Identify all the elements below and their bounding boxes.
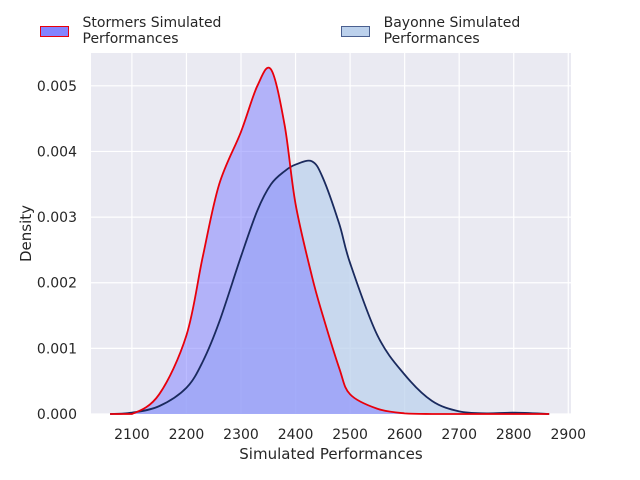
x-tick-label: 2500 bbox=[332, 427, 368, 443]
series-line-bayonne bbox=[110, 159, 550, 415]
x-tick-label: 2100 bbox=[114, 427, 150, 443]
y-tick-label: 0.002 bbox=[37, 276, 77, 292]
series-line-stormers bbox=[110, 66, 550, 415]
x-tick-label: 2300 bbox=[223, 427, 259, 443]
x-tick-label: 2600 bbox=[387, 427, 423, 443]
x-tick-label: 2700 bbox=[441, 427, 477, 443]
legend-swatch-stormers bbox=[40, 25, 69, 37]
y-tick-label: 0.000 bbox=[37, 407, 77, 423]
y-tick-label: 0.004 bbox=[37, 144, 77, 160]
legend-label-stormers: Stormers Simulated Performances bbox=[82, 15, 222, 47]
series-area-stormers bbox=[110, 67, 550, 415]
x-tick-label: 2400 bbox=[278, 427, 314, 443]
legend-item-bayonne: Bayonne Simulated Performances bbox=[341, 15, 608, 47]
x-axis-label: Simulated Performances bbox=[239, 445, 423, 463]
y-axis-label: Density bbox=[17, 205, 35, 262]
legend: Stormers Simulated Performances Bayonne … bbox=[40, 15, 640, 47]
y-tick-label: 0.001 bbox=[37, 341, 77, 357]
x-tick-label: 2200 bbox=[169, 427, 205, 443]
x-tick-label: 2900 bbox=[550, 427, 586, 443]
y-tick-label: 0.003 bbox=[37, 210, 77, 226]
legend-item-stormers: Stormers Simulated Performances bbox=[40, 15, 309, 47]
legend-swatch-bayonne bbox=[341, 25, 370, 37]
y-tick-label: 0.005 bbox=[37, 79, 77, 95]
x-tick-label: 2800 bbox=[496, 427, 532, 443]
legend-label-bayonne: Bayonne Simulated Performances bbox=[383, 15, 521, 47]
